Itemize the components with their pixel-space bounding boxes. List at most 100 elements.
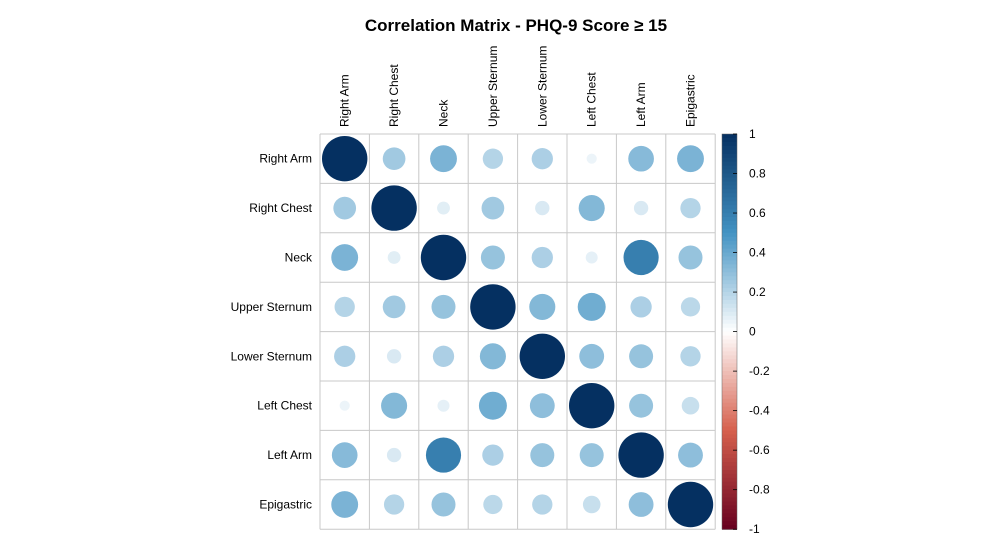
colorbar-segment bbox=[722, 493, 737, 499]
col-label-right-chest: Right Chest bbox=[387, 64, 401, 127]
colorbar-segment bbox=[722, 382, 737, 388]
colorbar-segment bbox=[722, 402, 737, 408]
colorbar-segment bbox=[722, 375, 737, 380]
colorbar-segment bbox=[722, 434, 737, 439]
corr-circle-left-chest-epigastric bbox=[681, 396, 700, 415]
colorbar-segment bbox=[722, 272, 737, 277]
colorbar-segment bbox=[722, 197, 737, 202]
colorbar-segment bbox=[722, 363, 737, 368]
chart-title: Correlation Matrix - PHQ-9 Score ≥ 15 bbox=[365, 16, 667, 35]
colorbar-segment bbox=[722, 319, 737, 325]
corr-circle-neck-left-chest bbox=[585, 251, 598, 264]
colorbar-tick-label: -0.4 bbox=[749, 404, 770, 418]
colorbar-segment bbox=[722, 485, 737, 491]
colorbar-segment bbox=[722, 292, 737, 297]
colorbar-segment bbox=[722, 307, 737, 313]
colorbar-segment bbox=[722, 193, 737, 198]
colorbar-segment bbox=[722, 442, 737, 447]
corr-circle-epigastric-epigastric bbox=[667, 481, 714, 528]
corr-circle-epigastric-neck bbox=[431, 492, 456, 517]
colorbar-segment bbox=[722, 284, 737, 289]
colorbar-segment bbox=[722, 323, 737, 329]
colorbar-segment bbox=[722, 398, 737, 404]
corr-circle-lower-sternum-right-chest bbox=[386, 349, 402, 364]
colorbar-segment bbox=[722, 165, 737, 171]
colorbar-tick-label: 0.8 bbox=[749, 167, 766, 181]
corr-circle-neck-right-chest bbox=[387, 251, 401, 264]
corr-circle-left-chest-upper-sternum bbox=[478, 391, 507, 420]
colorbar-segment bbox=[722, 438, 737, 443]
corr-circle-right-arm-left-chest bbox=[586, 153, 597, 164]
colorbar-segment bbox=[722, 450, 737, 455]
corr-circle-left-arm-lower-sternum bbox=[530, 443, 555, 468]
row-label-right-arm: Right Arm bbox=[259, 152, 312, 166]
colorbar-segment bbox=[722, 256, 737, 262]
colorbar-segment bbox=[722, 458, 737, 463]
colorbar-segment bbox=[722, 232, 737, 238]
colorbar-tick-label: -1 bbox=[749, 522, 760, 536]
colorbar-segment bbox=[722, 299, 737, 305]
colorbar-segment bbox=[722, 228, 737, 234]
colorbar-segment bbox=[722, 268, 737, 273]
corr-circle-epigastric-right-chest bbox=[383, 494, 405, 515]
corr-circle-right-arm-upper-sternum bbox=[482, 148, 504, 169]
colorbar-segment bbox=[722, 185, 737, 190]
colorbar-segment bbox=[722, 236, 737, 242]
corr-circle-left-chest-right-arm bbox=[339, 400, 350, 411]
colorbar-segment bbox=[722, 296, 737, 301]
colorbar-tick-label: 0 bbox=[749, 325, 756, 339]
colorbar-segment bbox=[722, 224, 737, 230]
corr-circle-left-arm-left-arm bbox=[618, 432, 664, 478]
corr-circle-epigastric-lower-sternum bbox=[532, 494, 553, 515]
colorbar-segment bbox=[722, 280, 737, 285]
colorbar-segment bbox=[722, 481, 737, 487]
colorbar-segment bbox=[722, 240, 737, 246]
colorbar-segment bbox=[722, 153, 737, 159]
colorbar-segment bbox=[722, 497, 737, 503]
row-label-lower-sternum: Lower Sternum bbox=[231, 349, 312, 363]
row-label-left-chest: Left Chest bbox=[257, 399, 312, 413]
corr-circle-left-chest-lower-sternum bbox=[529, 393, 555, 419]
colorbar-segment bbox=[722, 489, 737, 495]
colorbar-segment bbox=[722, 149, 737, 155]
colorbar-segment bbox=[722, 173, 737, 179]
colorbar-segment bbox=[722, 335, 737, 341]
colorbar-segment bbox=[722, 418, 737, 424]
colorbar-segment bbox=[722, 216, 737, 222]
corr-circle-right-arm-epigastric bbox=[677, 145, 704, 173]
colorbar-segment bbox=[722, 465, 737, 471]
color-legend: 1 0.8 0.6 0.4 0.2 0 -0.2 -0.4 -0.6 -0.8 -1 bbox=[721, 127, 770, 536]
corr-circle-lower-sternum-left-arm bbox=[629, 344, 654, 369]
colorbar-tick-label: 1 bbox=[749, 127, 756, 141]
colorbar-segment bbox=[722, 303, 737, 309]
row-label-neck: Neck bbox=[285, 251, 313, 265]
colorbar-segment bbox=[722, 331, 737, 337]
colorbar-segment bbox=[722, 379, 737, 384]
column-labels: Right Arm Right Chest Neck Upper Sternum Low… bbox=[338, 46, 698, 127]
colorbar-segment bbox=[722, 410, 737, 416]
colorbar-segment bbox=[722, 469, 737, 475]
col-label-right-arm: Right Arm bbox=[338, 74, 352, 127]
colorbar-segment bbox=[722, 477, 737, 483]
col-label-upper-sternum: Upper Sternum bbox=[486, 46, 500, 127]
row-labels: Right Arm Right Chest Neck Upper Sternum Low… bbox=[231, 152, 313, 512]
col-label-left-arm: Left Arm bbox=[634, 82, 648, 127]
colorbar-segment bbox=[722, 359, 737, 364]
corr-circle-upper-sternum-right-chest bbox=[382, 295, 406, 319]
corr-circle-lower-sternum-lower-sternum bbox=[519, 333, 565, 379]
corr-circle-neck-right-arm bbox=[331, 244, 359, 271]
colorbar-segment bbox=[722, 430, 737, 435]
colorbar-segment bbox=[722, 134, 737, 139]
corr-circle-upper-sternum-neck bbox=[431, 294, 456, 319]
colorbar-segment bbox=[722, 505, 737, 511]
corr-circle-lower-sternum-right-arm bbox=[334, 345, 356, 367]
row-label-upper-sternum: Upper Sternum bbox=[231, 300, 312, 314]
corr-circle-left-arm-right-arm bbox=[331, 442, 358, 468]
corr-circle-right-chest-lower-sternum bbox=[535, 200, 550, 216]
colorbar-tick-label: -0.8 bbox=[749, 483, 770, 497]
colorbar-segment bbox=[722, 446, 737, 451]
col-label-lower-sternum: Lower Sternum bbox=[535, 46, 549, 127]
corr-circle-left-chest-left-chest bbox=[569, 383, 615, 429]
colorbar-segment bbox=[722, 252, 737, 258]
colorbar-segment bbox=[722, 509, 737, 514]
